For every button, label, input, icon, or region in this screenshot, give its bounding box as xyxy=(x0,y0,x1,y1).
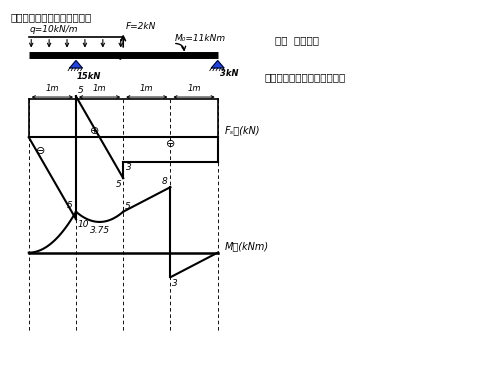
Text: 一、作梁的剪力图和弯矩图。: 一、作梁的剪力图和弯矩图。 xyxy=(10,12,92,22)
Text: q=10kN/m: q=10kN/m xyxy=(30,25,78,34)
Text: ⊕: ⊕ xyxy=(90,126,100,135)
Text: 5: 5 xyxy=(78,86,84,95)
Text: 1m: 1m xyxy=(188,84,201,93)
Text: 1m: 1m xyxy=(93,84,106,93)
Text: 用控制点法作剪力图和弯矩图: 用控制点法作剪力图和弯矩图 xyxy=(265,72,346,82)
Text: 8: 8 xyxy=(162,177,168,186)
Text: M：(kNm): M：(kNm) xyxy=(225,241,270,251)
Text: 5: 5 xyxy=(67,201,73,210)
Text: 5: 5 xyxy=(116,180,121,189)
Text: 1m: 1m xyxy=(46,84,59,93)
Text: 3: 3 xyxy=(126,163,132,172)
Text: 3: 3 xyxy=(172,279,178,288)
Text: ⊖: ⊖ xyxy=(36,146,46,156)
Text: M₀=11kNm: M₀=11kNm xyxy=(174,34,226,43)
Text: F=2kN: F=2kN xyxy=(126,22,156,31)
Text: ⊖: ⊖ xyxy=(166,139,175,149)
Text: 3kN: 3kN xyxy=(220,69,238,78)
Text: 10: 10 xyxy=(78,220,90,229)
Text: 3.75: 3.75 xyxy=(90,226,110,236)
Text: 5: 5 xyxy=(125,202,131,211)
Text: 15kN: 15kN xyxy=(77,72,102,81)
Text: Fₛ：(kN): Fₛ：(kN) xyxy=(225,125,260,135)
Text: 1m: 1m xyxy=(140,84,153,93)
Text: 解：  求支反力: 解： 求支反力 xyxy=(275,35,319,45)
Polygon shape xyxy=(212,61,224,68)
Polygon shape xyxy=(70,61,82,68)
